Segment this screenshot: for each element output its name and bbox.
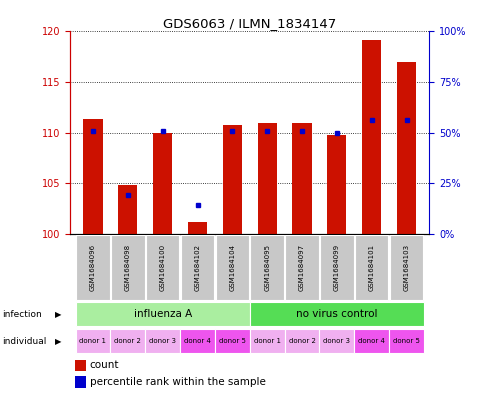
Text: GSM1684102: GSM1684102 (194, 244, 200, 291)
Text: donor 3: donor 3 (323, 338, 349, 344)
FancyBboxPatch shape (354, 329, 388, 353)
Bar (118, 185, 137, 234)
Bar (327, 135, 346, 234)
Text: donor 3: donor 3 (149, 338, 176, 344)
Text: GSM1684101: GSM1684101 (368, 244, 374, 291)
Title: GDS6063 / ILMN_1834147: GDS6063 / ILMN_1834147 (163, 17, 336, 30)
FancyBboxPatch shape (354, 235, 388, 300)
FancyBboxPatch shape (76, 235, 109, 300)
Text: percentile rank within the sample: percentile rank within the sample (90, 377, 265, 387)
Text: no virus control: no virus control (296, 309, 377, 319)
Text: donor 4: donor 4 (184, 338, 211, 344)
Text: infection: infection (2, 310, 42, 319)
Text: donor 5: donor 5 (393, 338, 419, 344)
FancyBboxPatch shape (249, 329, 284, 353)
FancyBboxPatch shape (214, 329, 249, 353)
FancyBboxPatch shape (146, 235, 179, 300)
FancyBboxPatch shape (145, 329, 180, 353)
Bar (75, 376, 86, 388)
Text: donor 2: donor 2 (114, 338, 141, 344)
Bar (257, 123, 276, 234)
Bar (187, 222, 207, 234)
Text: GSM1684099: GSM1684099 (333, 244, 339, 291)
Bar (153, 132, 172, 234)
FancyBboxPatch shape (388, 329, 423, 353)
Text: influenza A: influenza A (133, 309, 191, 319)
Bar (75, 360, 86, 371)
Text: donor 5: donor 5 (218, 338, 245, 344)
Text: ▶: ▶ (55, 337, 61, 345)
Text: ▶: ▶ (55, 310, 61, 319)
FancyBboxPatch shape (250, 235, 283, 300)
FancyBboxPatch shape (180, 329, 214, 353)
FancyBboxPatch shape (319, 235, 353, 300)
Text: individual: individual (2, 337, 46, 345)
FancyBboxPatch shape (215, 235, 249, 300)
FancyBboxPatch shape (76, 303, 249, 326)
FancyBboxPatch shape (181, 235, 214, 300)
Text: GSM1684104: GSM1684104 (229, 244, 235, 291)
Text: donor 1: donor 1 (253, 338, 280, 344)
Text: GSM1684100: GSM1684100 (159, 244, 166, 291)
Bar (362, 40, 380, 234)
Text: GSM1684098: GSM1684098 (124, 244, 131, 291)
Bar (396, 62, 415, 234)
FancyBboxPatch shape (389, 235, 423, 300)
Text: donor 1: donor 1 (79, 338, 106, 344)
FancyBboxPatch shape (76, 329, 110, 353)
Bar (83, 119, 102, 234)
Text: GSM1684097: GSM1684097 (299, 244, 304, 291)
FancyBboxPatch shape (285, 235, 318, 300)
FancyBboxPatch shape (319, 329, 354, 353)
FancyBboxPatch shape (284, 329, 319, 353)
Bar (222, 125, 242, 234)
Text: GSM1684096: GSM1684096 (90, 244, 96, 291)
FancyBboxPatch shape (111, 235, 144, 300)
Bar (292, 123, 311, 234)
Text: donor 4: donor 4 (358, 338, 384, 344)
Text: GSM1684103: GSM1684103 (403, 244, 408, 291)
Text: donor 2: donor 2 (288, 338, 315, 344)
Text: count: count (90, 360, 119, 371)
FancyBboxPatch shape (249, 303, 423, 326)
Text: GSM1684095: GSM1684095 (264, 244, 270, 291)
FancyBboxPatch shape (110, 329, 145, 353)
